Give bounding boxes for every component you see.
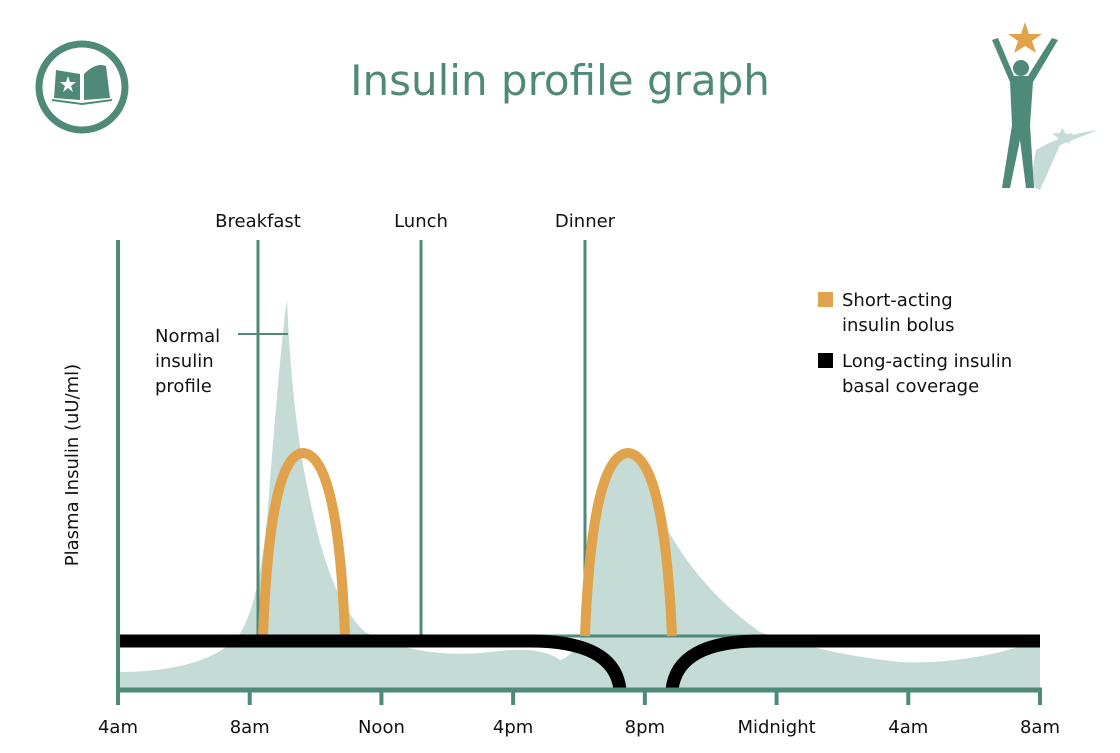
legend-label-basal: basal coverage xyxy=(842,376,979,397)
meal-label-breakfast: Breakfast xyxy=(215,211,301,232)
book-star-logo-icon xyxy=(35,40,129,134)
x-tick-label: Noon xyxy=(358,717,405,738)
x-tick-label: 4am xyxy=(98,717,138,738)
legend-label-bolus: Short-acting xyxy=(842,290,953,311)
x-tick-label: 8pm xyxy=(625,717,665,738)
annotation-normal-profile: insulin xyxy=(155,351,214,372)
page-title: Insulin profile graph xyxy=(350,56,770,105)
x-tick-label: 4am xyxy=(888,717,928,738)
x-tick-label: 8am xyxy=(230,717,270,738)
basal-coverage-line xyxy=(118,634,1040,692)
legend-swatch-basal xyxy=(818,353,833,368)
x-tick-label: 8am xyxy=(1020,717,1060,738)
x-tick-label: 4pm xyxy=(493,717,533,738)
x-tick-label: Midnight xyxy=(737,717,815,738)
annotation-normal-profile: profile xyxy=(155,376,212,397)
legend-swatch-bolus xyxy=(818,292,833,307)
legend-label-basal: Long-acting insulin xyxy=(842,351,1012,372)
normal-insulin-profile-area xyxy=(118,300,1040,690)
y-axis-label: Plasma Insulin (uU/ml) xyxy=(62,364,83,566)
meal-label-lunch: Lunch xyxy=(394,211,448,232)
meal-label-dinner: Dinner xyxy=(555,211,616,232)
bolus-dinner xyxy=(580,447,677,637)
annotation-normal-profile: Normal xyxy=(155,326,220,347)
legend-label-bolus: insulin bolus xyxy=(842,315,955,336)
bolus-breakfast xyxy=(258,447,350,637)
person-reaching-star-icon xyxy=(992,22,1098,190)
